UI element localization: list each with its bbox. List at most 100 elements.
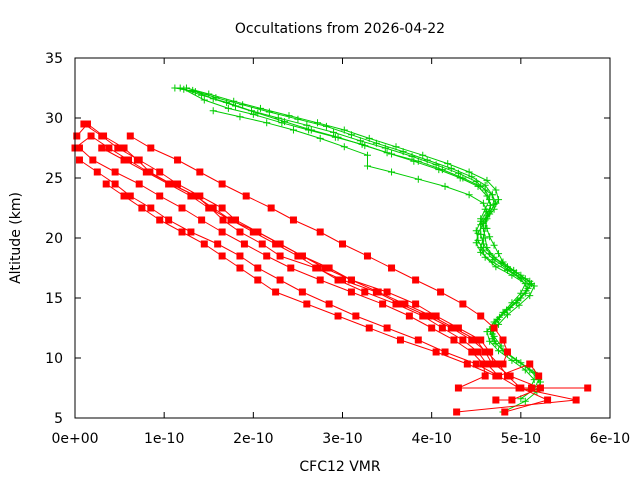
y-tick-label: 35 [45, 51, 63, 67]
series-line [105, 183, 497, 377]
data-point [474, 182, 482, 190]
data-point [572, 396, 580, 404]
data-point [479, 199, 487, 207]
series-12 [180, 85, 534, 343]
data-point [316, 276, 324, 284]
data-point [298, 252, 306, 260]
data-point [239, 101, 247, 109]
data-point [114, 144, 122, 152]
data-point [339, 276, 346, 284]
data-point [396, 300, 404, 308]
data-point [135, 156, 143, 164]
data-point [414, 175, 422, 183]
data-point [214, 240, 222, 248]
data-point [263, 119, 271, 127]
data-point [412, 276, 420, 284]
data-point [483, 328, 491, 336]
data-point [254, 276, 262, 284]
data-point [218, 252, 226, 260]
y-tick-label: 30 [45, 111, 63, 127]
data-point [242, 192, 250, 200]
series-line [213, 110, 531, 286]
data-point [383, 149, 391, 157]
data-point [156, 168, 164, 176]
data-point [274, 114, 282, 122]
data-point [472, 227, 480, 235]
data-point [347, 131, 355, 139]
data-point [230, 97, 238, 105]
data-point [363, 162, 371, 170]
data-point [483, 208, 491, 216]
data-point [490, 324, 498, 332]
data-point [361, 288, 369, 296]
data-point [105, 144, 113, 152]
data-point [365, 324, 373, 332]
data-point [205, 204, 213, 212]
data-point [410, 157, 418, 165]
data-point [584, 384, 592, 392]
data-point [219, 216, 227, 224]
data-point [212, 94, 220, 102]
data-point [191, 192, 199, 200]
data-point [138, 204, 146, 212]
y-axis-label: Altitude (km) [8, 192, 24, 284]
data-point [490, 241, 498, 249]
data-point [126, 192, 134, 200]
data-point [535, 372, 543, 380]
data-point [125, 156, 132, 164]
data-point [267, 204, 275, 212]
x-axis-label: CFC12 VMR [299, 459, 381, 475]
data-point [521, 397, 529, 405]
data-point [314, 119, 322, 127]
data-point [205, 90, 213, 98]
data-point [503, 348, 511, 356]
data-point [200, 240, 208, 248]
series-13 [209, 107, 534, 289]
series-11 [189, 86, 532, 350]
data-point [120, 156, 128, 164]
data-point [474, 236, 482, 244]
data-point [340, 143, 348, 151]
data-point [174, 156, 182, 164]
data-point [492, 372, 500, 380]
data-point [486, 233, 494, 241]
data-point [358, 140, 366, 148]
data-point [240, 240, 248, 248]
data-point [331, 133, 339, 141]
data-point [481, 372, 489, 380]
data-point [481, 253, 489, 261]
data-point [517, 274, 525, 282]
y-tick-labels: 5 10 15 20 25 30 35 [45, 51, 63, 427]
data-point [481, 224, 489, 232]
x-tick-label: 3e-10 [322, 431, 362, 447]
data-point [287, 264, 295, 272]
data-point [506, 304, 514, 312]
data-point [289, 126, 297, 134]
data-point [495, 347, 503, 355]
data-point [135, 180, 143, 188]
data-point [479, 360, 487, 368]
data-point [483, 360, 491, 368]
data-point [147, 144, 155, 152]
data-point [111, 168, 119, 176]
series-5 [102, 180, 500, 380]
data-point [388, 264, 396, 272]
data-point [419, 312, 427, 320]
data-point [89, 156, 97, 164]
data-point [432, 312, 440, 320]
series-10 [182, 84, 538, 393]
data-point [356, 137, 364, 145]
series-line [79, 159, 540, 377]
data-point [383, 288, 391, 296]
x-tick-labels: 0e+00 1e-10 2e-10 3e-10 4e-10 5e-10 6e-10 [51, 431, 630, 447]
data-point [490, 200, 498, 208]
data-point [459, 300, 467, 308]
data-point [111, 180, 119, 188]
data-point [278, 119, 286, 127]
data-point [176, 84, 184, 92]
data-point [438, 324, 446, 332]
data-point [399, 148, 407, 156]
data-point [227, 216, 235, 224]
data-point [178, 228, 186, 236]
y-tick-label: 25 [45, 171, 63, 187]
